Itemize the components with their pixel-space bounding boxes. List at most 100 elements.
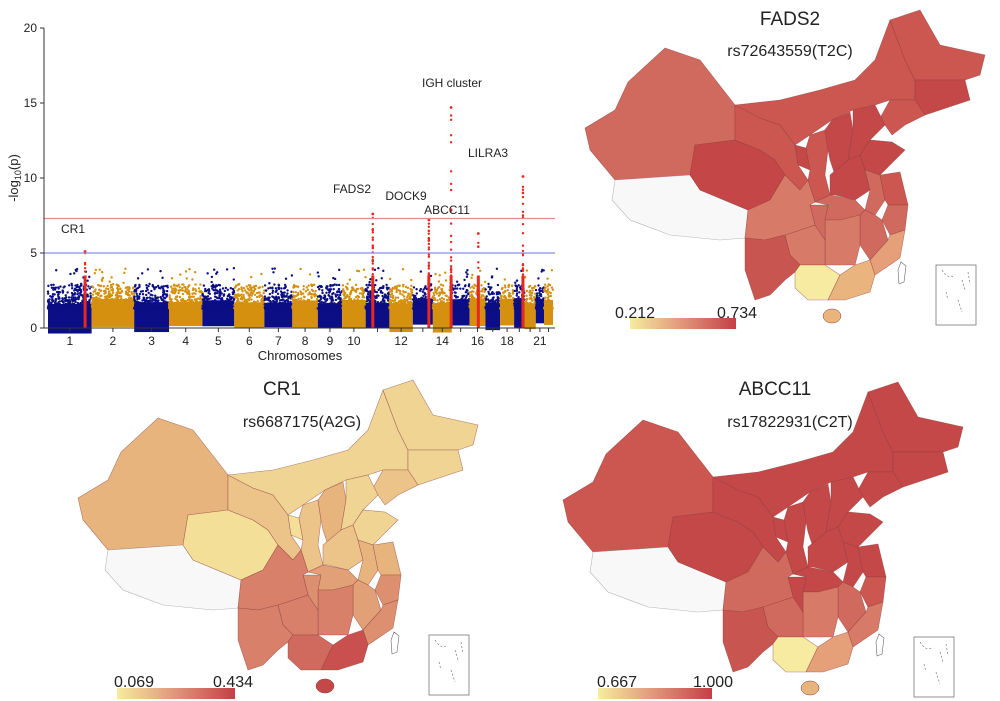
snp-point	[231, 303, 234, 306]
snp-point	[116, 292, 119, 296]
snp-point	[310, 288, 314, 291]
snp-point	[226, 294, 230, 298]
snp-point	[511, 288, 515, 292]
snp-point	[406, 300, 410, 304]
snp-point	[386, 286, 389, 290]
snp-point	[397, 300, 401, 303]
snp-point	[550, 286, 554, 289]
snp-point	[106, 284, 109, 288]
snp-point	[361, 286, 364, 290]
snp-point	[73, 292, 77, 295]
hit-point	[83, 266, 87, 270]
snp-point	[546, 305, 550, 308]
snp-point	[366, 292, 370, 296]
snp-point	[484, 307, 488, 310]
snp-point	[173, 289, 177, 292]
snp-point	[220, 300, 223, 303]
snp-point	[393, 285, 397, 288]
snp-point	[293, 307, 296, 310]
snp-point	[96, 305, 99, 308]
snp-point	[207, 288, 211, 291]
snp-point	[438, 298, 442, 301]
snp-point	[550, 305, 554, 308]
region-jilin	[407, 449, 464, 486]
snp-point	[423, 306, 427, 309]
region-hunan	[317, 584, 354, 636]
snp-point	[413, 306, 416, 310]
snp-point	[46, 292, 50, 295]
snp-point	[109, 302, 113, 305]
snp-point	[410, 289, 414, 292]
snp-point	[302, 288, 305, 291]
snp-point	[129, 296, 132, 300]
snp-point	[402, 301, 405, 304]
snp-point	[145, 286, 149, 290]
snp-point	[250, 307, 254, 310]
snp-point	[55, 302, 58, 306]
hit-point	[427, 222, 431, 225]
hit-column	[427, 275, 431, 328]
snp-point	[348, 297, 351, 301]
snp-point	[140, 304, 144, 307]
snp-point	[75, 285, 79, 289]
snp-point	[344, 307, 347, 310]
hit-point	[427, 225, 431, 228]
snp-point	[190, 295, 194, 298]
snp-point	[412, 286, 416, 289]
map-title: CR1	[263, 379, 301, 400]
snp-point	[482, 287, 486, 290]
snp-point	[346, 282, 349, 286]
snp-point	[468, 302, 471, 305]
snp-point	[424, 298, 427, 301]
hit-point	[371, 236, 374, 239]
snp-point	[109, 286, 112, 289]
region-guangdong	[805, 631, 854, 673]
hit-point	[371, 268, 374, 271]
snp-point	[527, 305, 530, 308]
snp-point	[197, 287, 201, 290]
snp-point	[118, 303, 121, 306]
snp-point	[120, 305, 123, 308]
snp-point	[291, 298, 295, 301]
snp-point	[273, 307, 277, 310]
snp-point	[401, 307, 404, 310]
snp-point	[224, 286, 228, 290]
snp-point	[205, 295, 208, 299]
snp-point	[127, 286, 131, 289]
snp-point	[412, 294, 415, 297]
snp-point	[198, 307, 201, 310]
snp-point	[536, 306, 540, 310]
snp-point	[480, 290, 484, 293]
snp-point	[169, 304, 172, 307]
snp-point	[196, 301, 199, 304]
snp-point	[255, 291, 259, 295]
snp-point	[435, 291, 438, 294]
snp-point	[404, 307, 408, 310]
snp-point	[240, 288, 243, 291]
snp-point	[171, 287, 175, 290]
snp-point	[295, 301, 298, 305]
snp-point	[325, 291, 328, 294]
snp-point	[349, 301, 352, 304]
snp-point	[257, 303, 260, 306]
snp-point	[285, 306, 289, 309]
snp-point	[312, 303, 315, 306]
snp-point	[133, 288, 137, 292]
snp-point	[318, 294, 321, 298]
hit-point	[521, 222, 525, 226]
snp-point	[236, 303, 239, 307]
snp-point	[432, 294, 436, 297]
hit-column	[449, 275, 453, 328]
snp-point	[119, 287, 122, 290]
snp-point	[60, 299, 64, 303]
snp-point	[434, 272, 437, 276]
y-label-tail: (p)	[6, 154, 21, 170]
snp-point	[138, 295, 141, 298]
hit-point	[521, 269, 525, 273]
snp-point	[192, 291, 196, 295]
snp-point	[278, 298, 282, 302]
snp-point	[337, 283, 341, 287]
snp-point	[348, 278, 352, 281]
hit-peak-point	[521, 175, 525, 178]
snp-point	[49, 294, 52, 298]
